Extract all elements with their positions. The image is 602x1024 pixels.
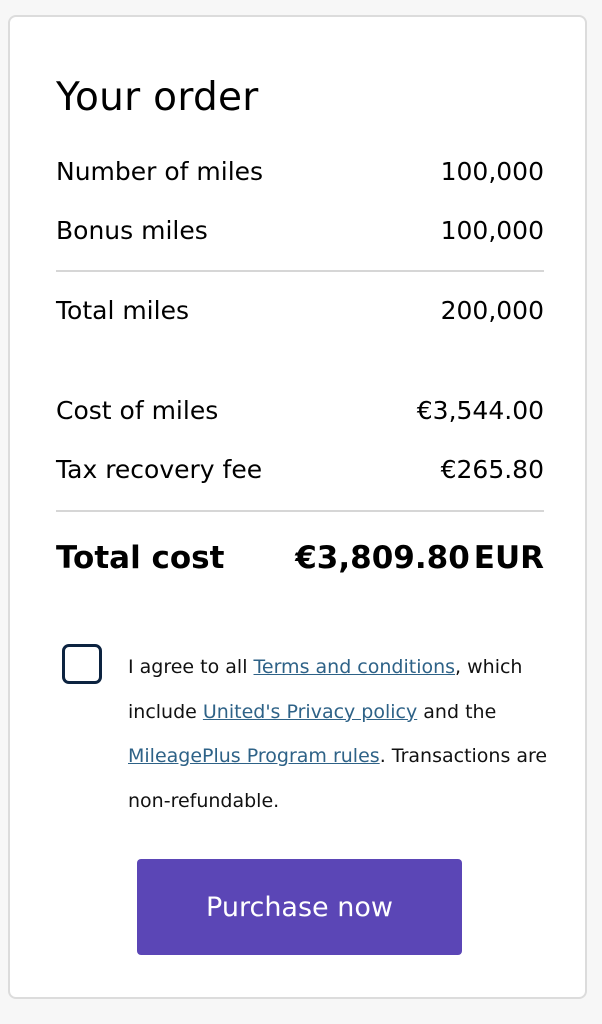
order-summary-card: Your order Number of miles 100,000 Bonus…: [8, 15, 587, 999]
row-value: €3,544.00: [416, 396, 544, 425]
row-label: Tax recovery fee: [56, 455, 263, 484]
row-value: €265.80: [440, 455, 544, 484]
row-value: 100,000: [440, 157, 544, 186]
row-label: Number of miles: [56, 157, 264, 186]
row-label: Bonus miles: [56, 216, 208, 245]
row-value: 200,000: [440, 296, 544, 325]
divider: [56, 510, 544, 512]
terms-checkbox[interactable]: [62, 644, 102, 684]
row-total-cost: Total cost €3,809.80 EUR: [56, 538, 544, 578]
total-currency: EUR: [473, 540, 544, 576]
total-amount: €3,809.80 EUR: [295, 538, 544, 578]
row-value: 100,000: [440, 216, 544, 245]
row-total-miles: Total miles 200,000: [56, 294, 544, 328]
row-label: Cost of miles: [56, 396, 219, 425]
program-rules-link[interactable]: MileagePlus Program rules: [128, 745, 380, 767]
total-value: €3,809.80: [295, 540, 470, 576]
page-title: Your order: [56, 75, 259, 120]
terms-text-part: . Transactions are non-refundable.: [128, 745, 548, 812]
row-tax-recovery-fee: Tax recovery fee €265.80: [56, 453, 544, 487]
row-cost-of-miles: Cost of miles €3,544.00: [56, 394, 544, 428]
terms-text-part: I agree to all: [128, 656, 254, 678]
purchase-now-button[interactable]: Purchase now: [137, 859, 462, 955]
terms-text-part: and the: [417, 700, 497, 723]
row-bonus-miles: Bonus miles 100,000: [56, 214, 544, 248]
terms-text-part: , which include: [128, 656, 523, 723]
divider: [56, 270, 544, 272]
row-label: Total miles: [56, 296, 189, 325]
row-number-of-miles: Number of miles 100,000: [56, 155, 544, 189]
privacy-policy-link[interactable]: United's Privacy policy: [202, 700, 418, 723]
total-label: Total cost: [56, 540, 225, 576]
terms-text: I agree to all Terms and conditions, whi…: [128, 645, 548, 823]
terms-and-conditions-link[interactable]: Terms and conditions: [253, 656, 456, 678]
